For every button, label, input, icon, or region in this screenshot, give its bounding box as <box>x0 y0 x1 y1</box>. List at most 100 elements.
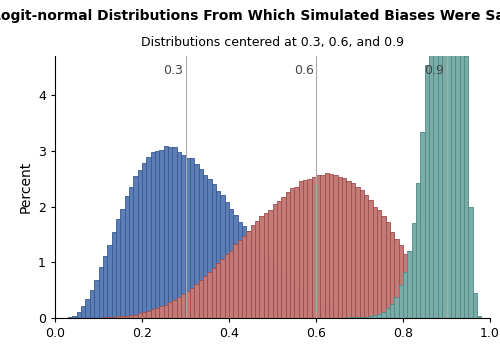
Bar <box>138 313 142 318</box>
Bar <box>460 316 464 318</box>
Bar <box>238 222 242 318</box>
Bar <box>355 312 360 318</box>
Bar <box>294 187 298 318</box>
Bar <box>124 316 129 318</box>
Text: 0.6: 0.6 <box>294 64 314 77</box>
Bar <box>377 314 382 318</box>
Bar <box>442 307 446 318</box>
Bar <box>425 287 429 318</box>
Bar <box>208 179 212 318</box>
Bar <box>103 256 107 318</box>
Bar <box>268 256 272 318</box>
Bar <box>160 306 164 318</box>
Bar <box>416 273 420 318</box>
Bar <box>212 184 216 318</box>
Bar <box>425 65 429 318</box>
Bar <box>408 251 412 318</box>
Bar <box>386 316 390 318</box>
Bar <box>316 297 320 318</box>
Bar <box>155 151 160 318</box>
Bar <box>264 214 268 318</box>
Bar <box>238 240 242 318</box>
Bar <box>320 175 324 318</box>
Bar <box>346 181 351 318</box>
Text: 0.9: 0.9 <box>424 64 444 77</box>
Bar <box>298 285 303 318</box>
Bar <box>208 272 212 318</box>
Bar <box>455 315 460 318</box>
Bar <box>286 273 290 318</box>
Bar <box>107 317 112 318</box>
Bar <box>68 317 72 318</box>
Bar <box>442 0 446 318</box>
Bar <box>398 285 403 318</box>
Bar <box>264 253 268 318</box>
Bar <box>364 195 368 318</box>
Bar <box>308 179 312 318</box>
Bar <box>260 248 264 318</box>
Text: 0.3: 0.3 <box>164 64 184 77</box>
Bar <box>168 147 172 318</box>
Bar <box>460 0 464 318</box>
Bar <box>146 157 150 318</box>
Bar <box>234 215 237 318</box>
Bar <box>142 163 146 318</box>
Bar <box>190 288 194 318</box>
Bar <box>190 158 194 318</box>
Bar <box>198 280 203 318</box>
Bar <box>390 304 394 318</box>
Bar <box>368 315 372 318</box>
Bar <box>382 312 386 318</box>
Bar <box>194 285 198 318</box>
Bar <box>224 202 229 318</box>
Bar <box>303 288 308 318</box>
Bar <box>229 209 234 318</box>
Bar <box>390 317 394 318</box>
Bar <box>134 176 138 318</box>
Bar <box>324 173 329 318</box>
Bar <box>386 309 390 318</box>
Y-axis label: Percent: Percent <box>18 161 32 213</box>
Bar <box>103 317 107 318</box>
Bar <box>434 300 438 318</box>
Bar <box>390 232 394 318</box>
Bar <box>438 0 442 318</box>
Bar <box>260 216 264 318</box>
Bar <box>429 292 434 318</box>
Bar <box>272 204 277 318</box>
Bar <box>355 187 360 318</box>
Bar <box>290 277 294 318</box>
Bar <box>172 300 177 318</box>
Bar <box>312 177 316 318</box>
Bar <box>464 56 468 318</box>
Bar <box>477 316 482 318</box>
Bar <box>351 183 355 318</box>
Bar <box>377 210 382 318</box>
Bar <box>303 180 308 318</box>
Bar <box>451 313 455 318</box>
Bar <box>420 281 425 318</box>
Bar <box>398 317 403 318</box>
Bar <box>372 315 377 318</box>
Bar <box>164 146 168 318</box>
Bar <box>338 176 342 318</box>
Bar <box>403 272 407 318</box>
Bar <box>251 225 255 318</box>
Bar <box>329 303 334 318</box>
Bar <box>281 197 285 318</box>
Bar <box>246 231 251 318</box>
Bar <box>142 312 146 318</box>
Bar <box>277 267 281 318</box>
Bar <box>268 210 272 318</box>
Bar <box>342 308 346 318</box>
Bar <box>338 306 342 318</box>
Bar <box>455 0 460 318</box>
Bar <box>412 269 416 318</box>
Bar <box>246 231 251 318</box>
Bar <box>116 317 120 318</box>
Bar <box>360 317 364 318</box>
Bar <box>212 268 216 318</box>
Bar <box>324 301 329 318</box>
Bar <box>181 155 186 318</box>
Bar <box>203 175 207 318</box>
